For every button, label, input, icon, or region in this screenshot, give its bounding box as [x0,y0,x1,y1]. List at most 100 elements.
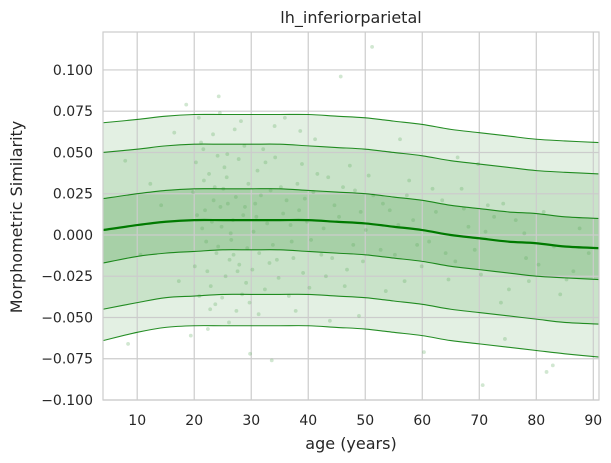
y-tick-label: 0.100 [53,63,93,79]
data-point [503,337,507,341]
data-point [564,277,569,282]
data-point [261,147,266,152]
data-point [216,94,221,99]
data-point [347,163,352,168]
data-point [459,186,464,191]
data-point [248,351,252,356]
percentile-line [102,293,600,325]
data-point [479,272,483,277]
data-point [321,226,326,231]
data-point [342,284,347,289]
data-point [243,205,247,209]
data-point [259,193,263,198]
percentile-bands [103,114,599,358]
x-tick-label: 20 [185,413,203,429]
data-point [345,267,349,272]
data-point [586,251,591,256]
data-point [254,214,259,219]
data-point [255,168,260,173]
x-axis-label: age (years) [305,434,396,453]
chart-title: lh_inferiorparietal [280,8,421,28]
data-point [526,279,531,284]
data-point [302,196,307,201]
data-point [338,74,343,79]
data-point [407,178,412,183]
data-point [485,203,490,208]
data-point [383,289,388,293]
data-point [419,264,424,269]
data-point [256,312,261,317]
data-point [353,188,357,193]
data-point [430,186,435,191]
data-point [250,267,255,272]
data-point [381,201,385,206]
data-point [200,226,205,231]
data-point [370,44,374,49]
y-tick-label: 0.050 [53,145,93,161]
data-point [577,226,582,231]
data-point [269,358,274,363]
data-point [357,313,361,318]
data-point [558,292,563,297]
data-point [571,269,576,274]
data-point [251,229,256,234]
band-inner [103,188,599,280]
data-point [309,238,313,242]
data-point [282,115,287,120]
data-point [229,238,234,242]
data-point [244,280,248,285]
percentile-line [102,249,600,281]
data-point [332,203,337,208]
data-point [328,318,332,323]
data-point [231,252,236,257]
y-tick-label: −0.050 [41,310,93,326]
data-point [544,370,549,374]
data-point [268,188,273,193]
data-point [351,242,356,247]
data-point [224,175,229,180]
x-tick-label: 60 [413,413,431,429]
data-point [301,271,306,275]
data-point [404,193,409,198]
data-point [378,247,383,252]
data-point [228,231,233,236]
data-point [427,239,432,244]
data-point [398,137,402,142]
data-point [273,155,278,160]
data-point [263,287,267,292]
y-tick-label: −0.075 [41,352,93,368]
data-point [205,269,210,274]
data-point [148,181,153,186]
data-point [295,181,300,186]
data-point [242,143,247,148]
data-point [204,239,209,244]
data-point [227,320,231,325]
data-point [483,229,488,234]
data-point [159,203,164,208]
data-point [126,341,130,346]
data-point [199,140,203,145]
data-point [216,244,221,249]
data-point [211,198,216,203]
data-point [284,198,289,203]
data-point [326,175,331,180]
data-point [213,302,218,307]
data-point [422,350,426,355]
data-point [300,162,304,166]
x-tick-label: 80 [527,413,545,429]
data-point [208,307,213,312]
data-point [246,181,251,186]
data-point [319,252,324,257]
data-point [207,172,211,176]
data-point [223,274,228,279]
data-point [232,127,237,132]
data-point [411,218,416,223]
percentile-line [102,143,600,175]
data-point [536,262,541,267]
data-point [440,198,445,203]
data-point [524,256,528,260]
x-ticks: 10 20 30 40 50 60 70 80 90 [128,413,602,429]
y-tick-label: −0.025 [41,269,93,285]
data-point [392,252,397,257]
data-point [172,130,177,135]
